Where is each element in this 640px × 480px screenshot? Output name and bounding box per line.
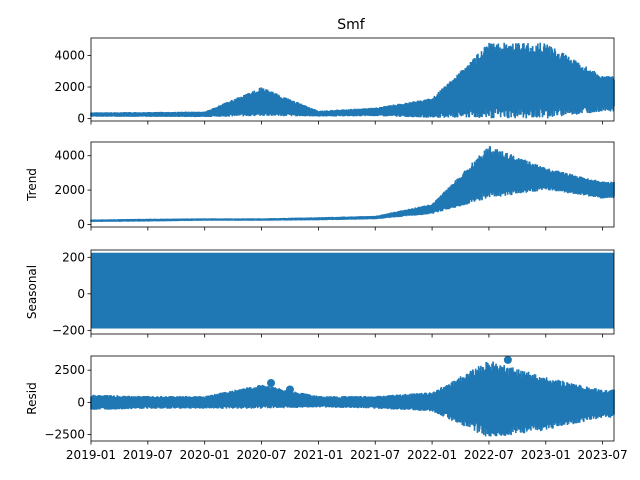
y-tick-label: 4000 bbox=[54, 48, 85, 62]
outlier-point bbox=[267, 379, 276, 388]
trend-series-line bbox=[90, 146, 615, 222]
seasonal-band bbox=[91, 252, 614, 329]
y-tick-label: 2000 bbox=[54, 183, 85, 197]
residual-axes-frame bbox=[90, 355, 615, 442]
observed-axes-frame bbox=[90, 37, 615, 122]
y-tick-label: 200 bbox=[62, 250, 85, 264]
x-tick-label: 2023-07 bbox=[578, 448, 628, 462]
panel-observed: 0 2000 4000 bbox=[54, 37, 615, 126]
residual-ylabel: Resid bbox=[25, 382, 39, 414]
x-tick-label: 2022-01 bbox=[407, 448, 457, 462]
outlier-point bbox=[503, 355, 512, 364]
panel-residual: −2500 0 2500 Resid 2019-01 2019-07 2020-01 2020… bbox=[25, 355, 628, 462]
x-tick-label: 2022-07 bbox=[464, 448, 514, 462]
y-tick-label: 4000 bbox=[54, 149, 85, 163]
trend-axes-frame bbox=[90, 141, 615, 228]
trend-ylabel: Trend bbox=[25, 168, 39, 202]
y-tick-label: 2500 bbox=[54, 363, 85, 377]
seasonal-axes-frame bbox=[90, 249, 615, 335]
panel-seasonal: −200 0 200 Seasonal bbox=[25, 249, 615, 338]
x-tick-label: 2023-01 bbox=[521, 448, 571, 462]
x-tick-label: 2020-07 bbox=[236, 448, 286, 462]
y-tick-label: −2500 bbox=[44, 428, 85, 442]
x-tick-label: 2021-07 bbox=[350, 448, 400, 462]
outlier-point bbox=[285, 385, 294, 394]
x-tick-label: 2019-07 bbox=[123, 448, 173, 462]
x-tick-label: 2020-01 bbox=[180, 448, 230, 462]
y-tick-label: 2000 bbox=[54, 80, 85, 94]
x-tick-label: 2019-01 bbox=[66, 448, 116, 462]
seasonal-ylabel: Seasonal bbox=[25, 265, 39, 319]
panel-trend: 0 2000 4000 Trend bbox=[25, 141, 615, 231]
y-tick-label: 0 bbox=[77, 287, 85, 301]
figure-title: Smf bbox=[337, 17, 366, 33]
y-tick-label: −200 bbox=[52, 323, 85, 337]
y-tick-label: 0 bbox=[77, 217, 85, 231]
y-tick-label: 0 bbox=[77, 395, 85, 409]
y-tick-label: 0 bbox=[77, 112, 85, 126]
residual-series-line bbox=[90, 361, 615, 437]
x-tick-label: 2021-01 bbox=[293, 448, 343, 462]
observed-series-line bbox=[90, 42, 615, 119]
